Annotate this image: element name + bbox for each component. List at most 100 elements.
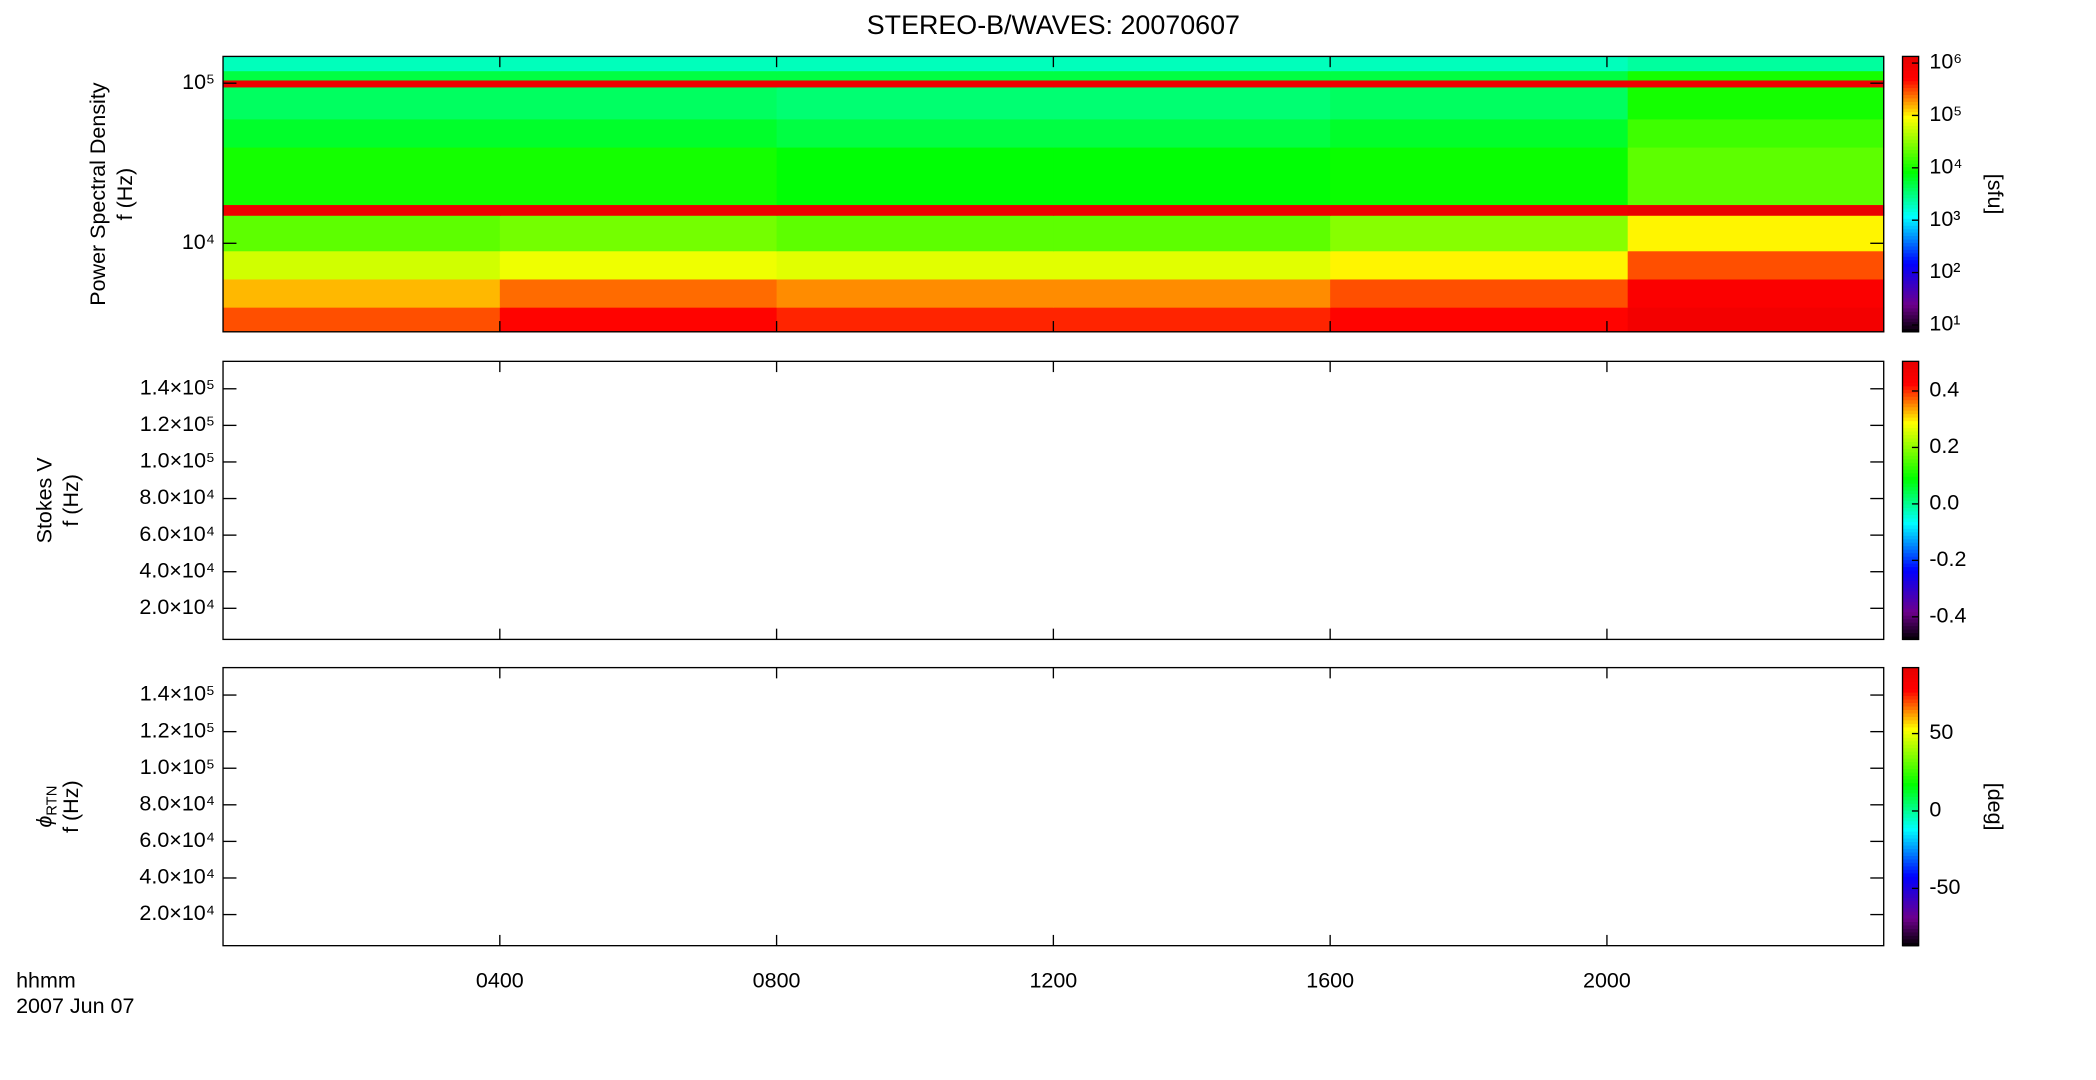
colorbar-swatch (1902, 778, 1919, 783)
y-tick-label: 2.0×10⁴ (139, 595, 215, 619)
heatmap-cell (1330, 278, 1629, 308)
colorbar-swatch (1902, 921, 1919, 926)
colorbar-tick-label: 50 (1929, 720, 1953, 744)
heatmap-cell (1330, 70, 1629, 81)
heatmap-cell (223, 278, 501, 308)
symbol: ϕ (32, 816, 56, 828)
colorbar-swatch (1902, 775, 1919, 780)
colorbar-tick-label: 0.4 (1929, 378, 1959, 402)
colorbar-swatch (1902, 684, 1919, 690)
colorbar-swatch (1902, 368, 1919, 373)
colorbar-swatch (1902, 145, 1919, 151)
colorbar-swatch (1902, 615, 1919, 620)
colorbar-swatch (1902, 886, 1919, 891)
colorbar-swatch (1902, 538, 1919, 543)
colorbar-swatch (1902, 503, 1919, 508)
colorbar-swatch (1902, 245, 1919, 250)
colorbar-swatch (1902, 583, 1919, 588)
colorbar-swatch (1902, 632, 1919, 637)
heatmap-cell (223, 70, 501, 81)
colorbar-swatch (1902, 413, 1919, 418)
colorbar-frame (1901, 666, 1920, 947)
colorbar-swatch (1902, 566, 1919, 571)
colorbar-swatch (1902, 730, 1919, 735)
colorbar-swatch (1902, 489, 1919, 495)
colorbar-swatch (1902, 197, 1919, 202)
colorbar-swatch (1902, 287, 1919, 292)
colorbar-swatch (1902, 152, 1919, 157)
colorbar-swatch (1902, 156, 1919, 161)
heatmap-cell (499, 56, 778, 72)
colorbar-swatch (1902, 200, 1919, 206)
colorbar-tick-label: 10⁴ (1929, 154, 1962, 178)
y-tick-label: 1.2×10⁵ (140, 718, 215, 742)
colorbar-swatch (1902, 276, 1919, 281)
colorbar-swatch (1902, 437, 1919, 442)
colorbar-swatch (1902, 104, 1919, 109)
colorbar-swatch (1902, 733, 1919, 738)
colorbar-swatch (1902, 469, 1919, 474)
y-tick-label: 1.2×10⁵ (140, 412, 215, 436)
heatmap-cell (776, 56, 1055, 72)
colorbar-swatch (1902, 389, 1919, 394)
colorbar-tick-label: -0.2 (1929, 547, 1966, 571)
colorbar-swatch (1902, 328, 1919, 333)
heatmap-cell (1627, 146, 1885, 206)
colorbar-swatch (1902, 410, 1919, 415)
colorbar-swatch (1902, 139, 1919, 144)
heatmap-cell (776, 204, 1055, 216)
colorbar-swatch (1902, 420, 1919, 425)
colorbar-swatch (1902, 837, 1919, 843)
colorbar-swatch (1902, 907, 1919, 912)
heatmap-cell (499, 204, 778, 216)
colorbar-tick-label: 10⁶ (1929, 50, 1962, 74)
colorbar-swatch (1902, 810, 1919, 815)
colorbar-swatch (1902, 378, 1919, 383)
colorbar-swatch (1902, 862, 1919, 867)
colorbar-swatch (1902, 681, 1919, 686)
colorbar-swatch (1902, 569, 1919, 575)
colorbar-swatch (1902, 709, 1919, 714)
heatmap-cell (1330, 306, 1629, 333)
colorbar-swatch (1902, 924, 1919, 929)
colorbar-swatch (1902, 751, 1919, 756)
colorbar-swatch (1902, 712, 1919, 717)
y-tick-label: 10⁴ (182, 230, 215, 254)
colorbar-swatch (1902, 744, 1919, 749)
colorbar-swatch (1902, 149, 1919, 154)
heatmap-cell (1330, 118, 1629, 148)
colorbar-frame (1901, 360, 1920, 641)
heatmap-cell (1627, 86, 1885, 120)
colorbar-swatch (1902, 531, 1919, 536)
heatmap-cell (776, 118, 1055, 148)
y-tick-label: 4.0×10⁴ (139, 865, 215, 889)
colorbar-swatch (1902, 472, 1919, 477)
colorbar-tick-label: 10⁵ (1929, 102, 1962, 126)
colorbar-swatch (1902, 228, 1919, 233)
colorbar-swatch (1902, 238, 1919, 243)
colorbar-swatch (1902, 942, 1919, 947)
colorbar-swatch (1902, 521, 1919, 526)
colorbar-swatch (1902, 559, 1919, 564)
colorbar-swatch (1902, 903, 1919, 909)
colorbar-swatch (1902, 858, 1919, 863)
colorbar-swatch (1902, 132, 1919, 137)
colorbar-swatch (1902, 190, 1919, 195)
colorbar-swatch (1902, 176, 1919, 182)
heatmap-cell (776, 215, 1055, 252)
y-tick-label: 1.4×10⁵ (140, 375, 215, 399)
colorbar-swatch (1902, 803, 1919, 808)
colorbar-swatch (1902, 173, 1919, 178)
colorbar-swatch (1902, 799, 1919, 804)
heatmap-cell (1627, 250, 1885, 280)
colorbar-swatch (1902, 914, 1919, 919)
colorbar-swatch (1902, 608, 1919, 613)
colorbar-swatch (1902, 324, 1919, 330)
heatmap-cell (223, 306, 501, 333)
colorbar-swatch (1902, 135, 1919, 140)
heatmap-cell (499, 118, 778, 148)
y-axis-label: Stokes V (32, 457, 56, 544)
colorbar-swatch (1902, 304, 1919, 309)
y-tick-label: 10⁵ (182, 70, 215, 94)
y-axis-label: f (Hz) (113, 168, 137, 221)
